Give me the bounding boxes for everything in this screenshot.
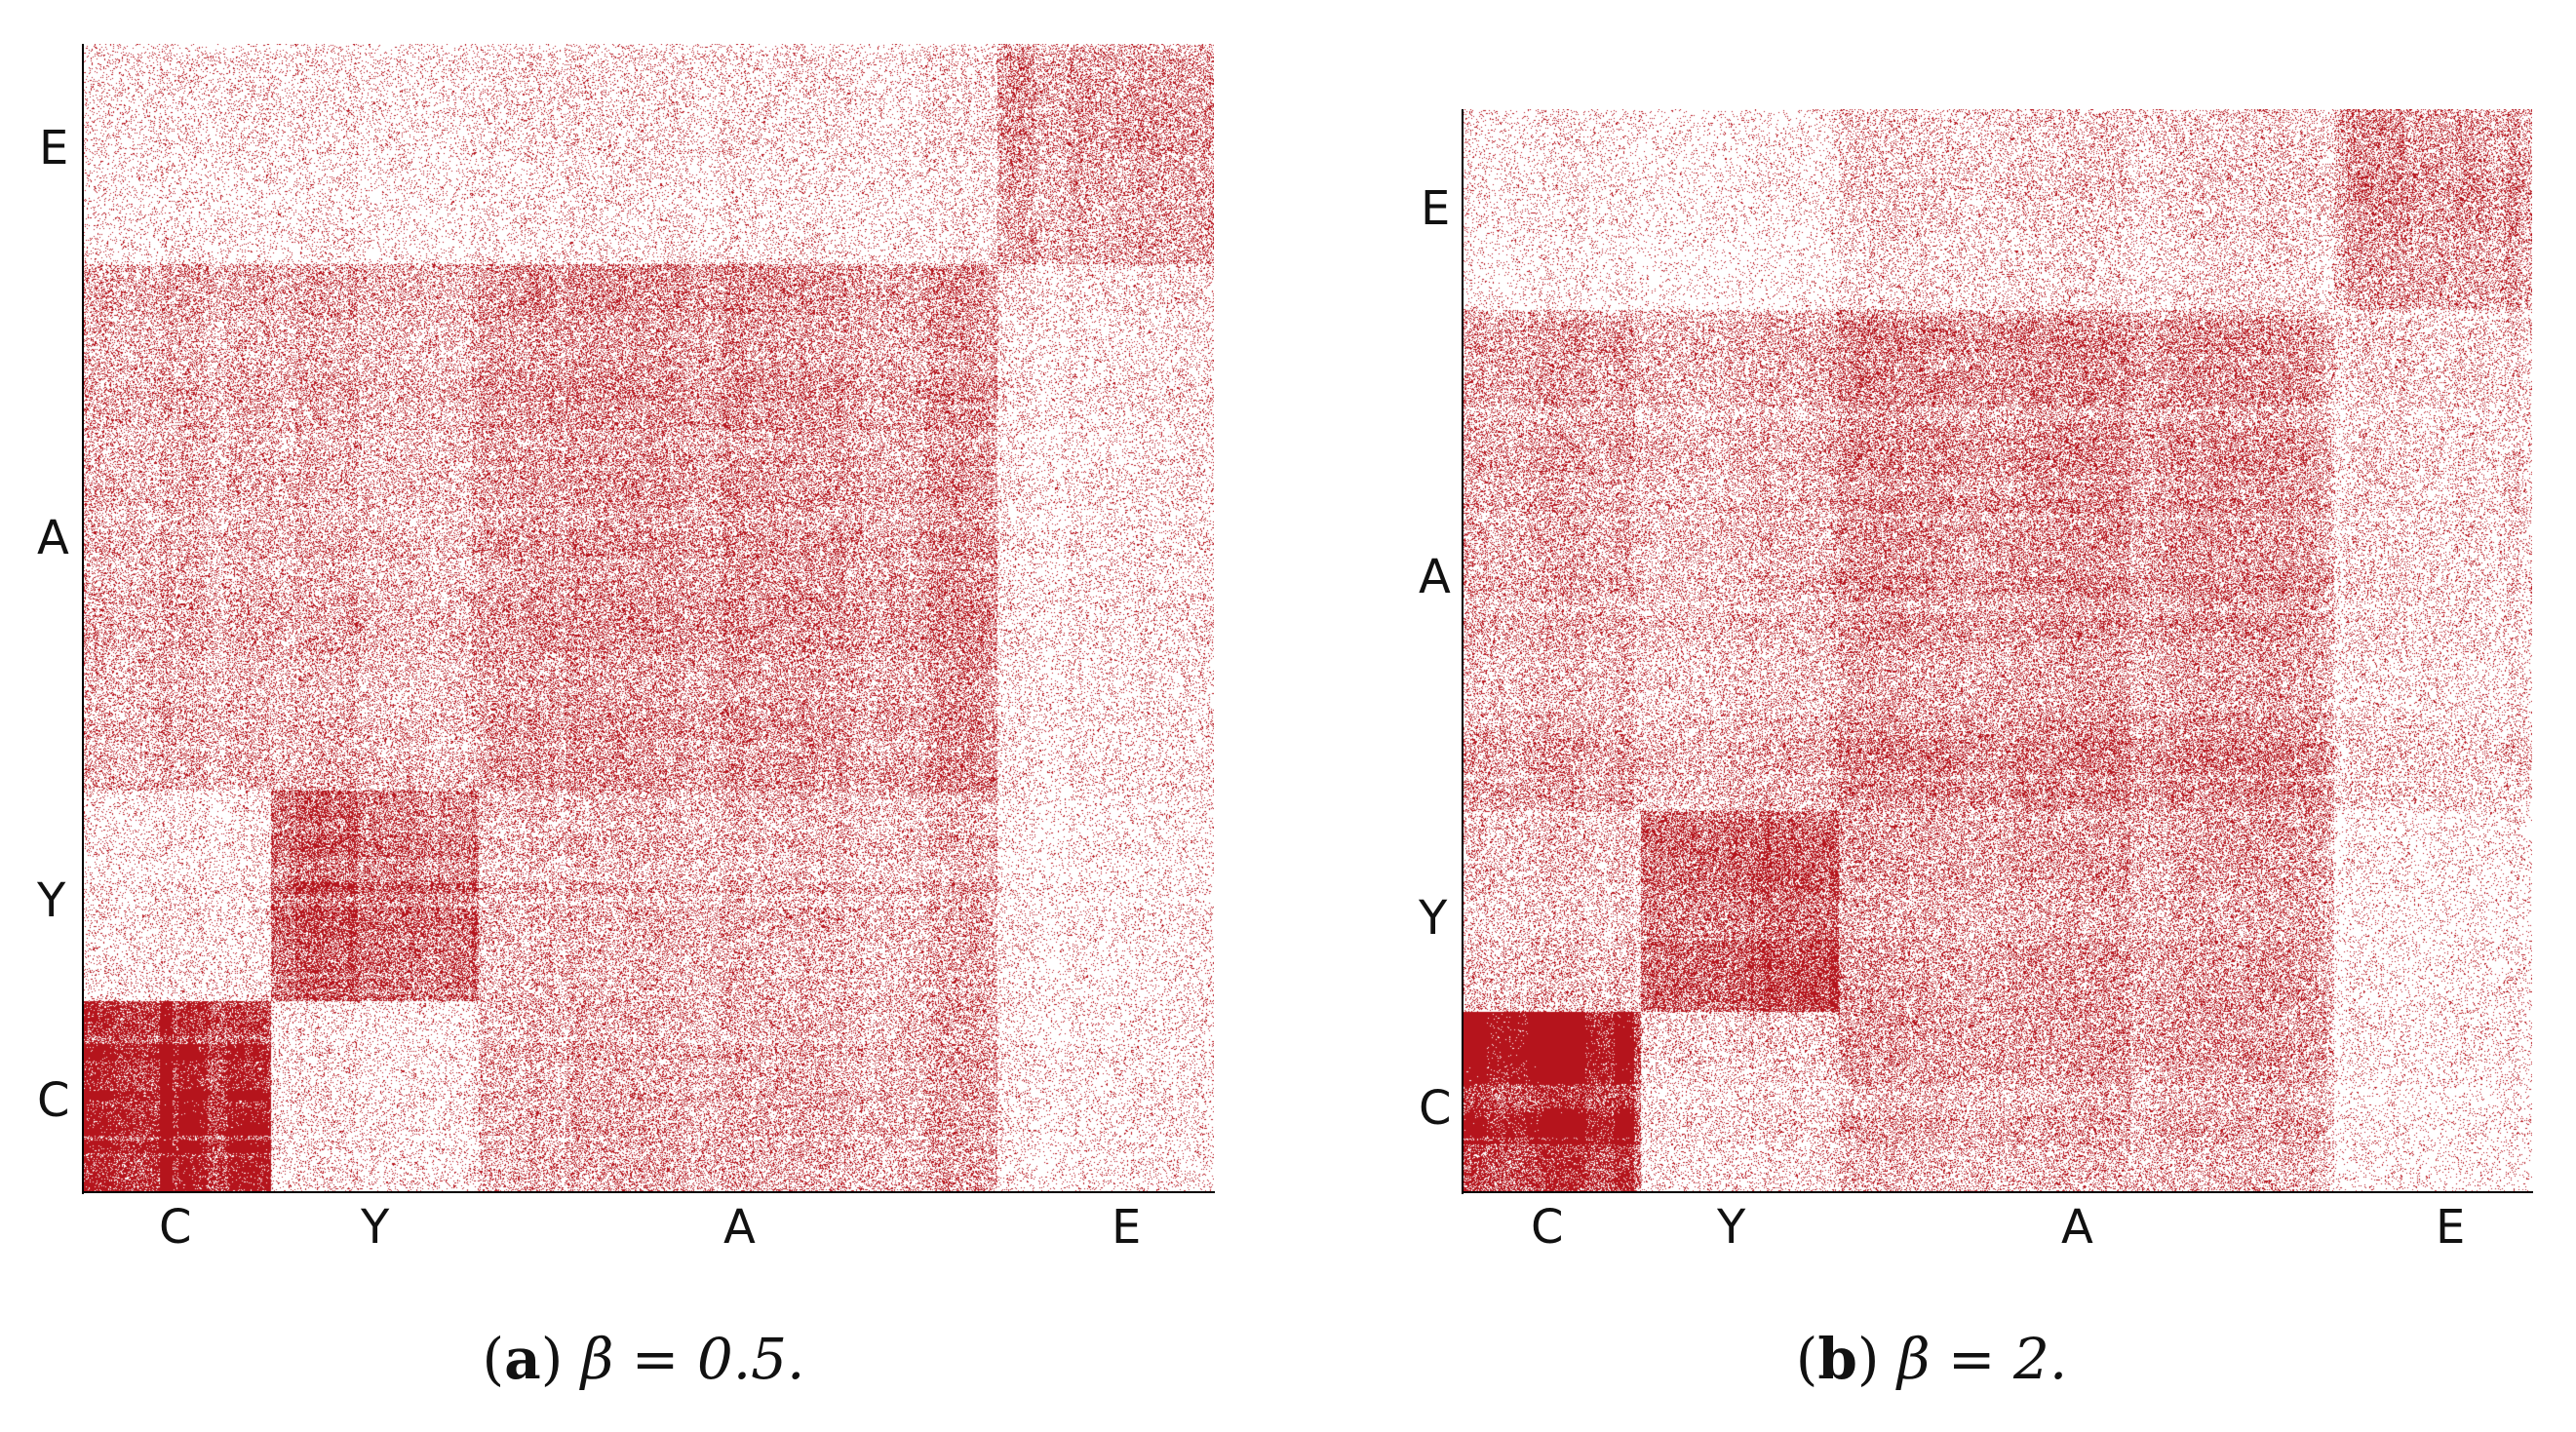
y-axis-line-b <box>1462 109 1464 1194</box>
x-tick-c-a: C <box>159 1200 192 1255</box>
caption-text-b: β = 2. <box>1896 1326 2068 1392</box>
x-tick-y-b: Y <box>1717 1200 1746 1255</box>
y-tick-a-b: A <box>1419 550 1451 604</box>
heatmap-canvas-a <box>83 44 1214 1192</box>
caption-b: (b) β = 2. <box>1795 1326 2068 1392</box>
y-tick-y-a: Y <box>37 873 66 928</box>
x-axis-line-a <box>82 1191 1215 1193</box>
caption-a: (a) β = 0.5. <box>482 1326 805 1392</box>
panel-label-b: b <box>1817 1326 1857 1392</box>
y-axis-line-a <box>82 44 84 1194</box>
heatmap-canvas-b <box>1463 109 2532 1192</box>
y-tick-c-b: C <box>1419 1081 1452 1136</box>
y-tick-e-b: E <box>1421 181 1451 236</box>
x-tick-a-a: A <box>723 1200 756 1255</box>
heatmap-plot-b <box>1463 109 2532 1192</box>
y-tick-e-a: E <box>39 121 69 175</box>
panel-label-a: a <box>504 1326 541 1392</box>
x-tick-e-b: E <box>2436 1200 2466 1255</box>
x-axis-line-b <box>1462 1191 2533 1193</box>
panel-b: C Y A E C Y A E (b) β = 2. <box>1287 0 2576 1432</box>
y-tick-y-b: Y <box>1419 891 1448 946</box>
x-tick-a-b: A <box>2061 1200 2093 1255</box>
caption-text-a: β = 0.5. <box>580 1326 805 1392</box>
panel-a: C Y A E C Y A E (a) β = 0.5. <box>0 0 1287 1432</box>
y-tick-a-a: A <box>37 511 69 565</box>
y-tick-c-a: C <box>37 1073 70 1128</box>
x-tick-y-a: Y <box>361 1200 390 1255</box>
heatmap-plot-a <box>83 44 1214 1192</box>
x-tick-e-a: E <box>1112 1200 1142 1255</box>
x-tick-c-b: C <box>1531 1200 1564 1255</box>
